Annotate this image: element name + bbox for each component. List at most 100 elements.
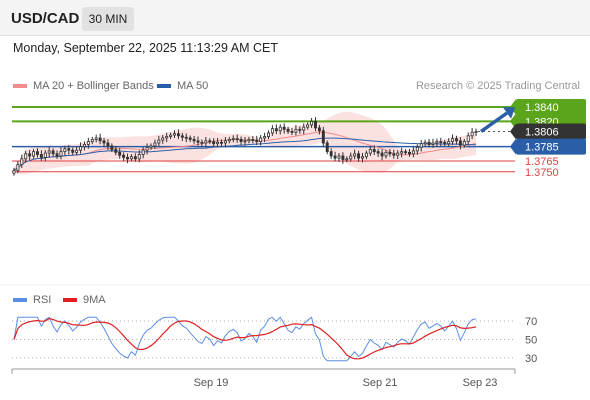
candle (106, 139, 110, 151)
candle-body (20, 158, 24, 165)
candle-body (278, 126, 282, 132)
candle-body (376, 151, 380, 154)
ma50-label: MA 50 (177, 80, 209, 92)
candle (114, 146, 118, 156)
candle (227, 136, 231, 144)
candle (231, 135, 235, 143)
candle (184, 133, 188, 143)
candle (196, 136, 200, 146)
candle-body (270, 128, 274, 134)
candle (220, 139, 223, 147)
research-credit: Research © 2025 Trading Central (415, 80, 580, 92)
candle-body (470, 131, 474, 137)
candle (431, 138, 435, 148)
rsi-level-label-50: 50 (525, 335, 537, 347)
candle-body (451, 138, 455, 142)
level-label-1-3820: 1.3820 (525, 116, 559, 128)
level-label-1-3806: 1.3806 (525, 126, 559, 138)
candle-body (317, 127, 321, 132)
candle (439, 137, 443, 147)
rsi-level-label-30: 30 (525, 353, 537, 365)
candle-body (294, 128, 298, 133)
candle-body (302, 126, 306, 131)
candle-body (129, 156, 133, 160)
candle (102, 137, 106, 147)
candle-body (75, 149, 79, 153)
candle-body (341, 155, 345, 160)
ma9-label: 9MA (83, 294, 106, 306)
candle-body (106, 142, 110, 147)
candle-body (114, 149, 118, 153)
candle-body (43, 152, 47, 158)
candle-body (59, 151, 63, 157)
candle (223, 137, 227, 148)
candle-body (208, 140, 212, 143)
chart-datetime: Monday, September 22, 2025 11:13:29 AM C… (13, 41, 278, 55)
candle (314, 117, 317, 132)
candle-body (396, 152, 400, 156)
candle-body (329, 151, 333, 157)
candle (173, 130, 176, 139)
candle (165, 132, 169, 143)
candle (255, 135, 259, 145)
level-label-1-3840: 1.3840 (525, 102, 559, 114)
candle (188, 135, 192, 142)
candle-body (298, 128, 302, 131)
candle-body (157, 139, 161, 144)
level-tag-arrow-1-3820 (510, 113, 516, 130)
candle-body (384, 151, 388, 157)
level-tag-1-3785 (516, 138, 586, 155)
candle (153, 139, 157, 149)
candle-body (274, 128, 278, 132)
candle (454, 135, 458, 145)
candle (94, 134, 98, 143)
candle (86, 137, 90, 149)
candle-body (314, 121, 317, 129)
candle-body (454, 138, 458, 142)
candle (419, 139, 423, 152)
candle (447, 138, 451, 147)
candle (98, 133, 102, 145)
candle (372, 145, 376, 156)
candle (290, 128, 294, 136)
candle (75, 146, 79, 156)
candle (149, 143, 153, 150)
candle (392, 149, 396, 159)
candle-body (137, 154, 141, 160)
candle (458, 137, 462, 150)
candle (51, 148, 55, 157)
candle-body (392, 153, 396, 156)
candle (169, 132, 173, 140)
candle (126, 153, 129, 164)
candle (294, 125, 298, 136)
candle (180, 132, 184, 142)
candle (145, 143, 149, 155)
candle (118, 148, 122, 159)
candle-body (102, 140, 106, 144)
timeframe-button[interactable]: 30 MIN (82, 7, 134, 31)
candle-body (443, 141, 447, 145)
candle (176, 129, 180, 140)
candle-body (231, 138, 235, 141)
candle (298, 126, 302, 134)
rsi-level-label-70: 70 (525, 316, 537, 328)
candle-body (212, 141, 216, 145)
candle (337, 153, 341, 162)
level-tag-1-3840 (516, 99, 586, 115)
candle (407, 148, 411, 157)
candle-body (345, 158, 349, 161)
candle (353, 149, 357, 160)
candle (110, 143, 114, 152)
candle-body (110, 145, 114, 150)
candle-body (290, 131, 294, 133)
candle-body (90, 138, 94, 142)
candle-body (361, 156, 364, 159)
candle-body (255, 139, 259, 142)
x-tick-label: Sep 21 (363, 377, 398, 389)
candle (396, 150, 400, 160)
candle (302, 123, 306, 135)
candle-body (325, 142, 329, 153)
forecast-arrow-shaft (479, 111, 509, 133)
candle-body (12, 169, 16, 174)
